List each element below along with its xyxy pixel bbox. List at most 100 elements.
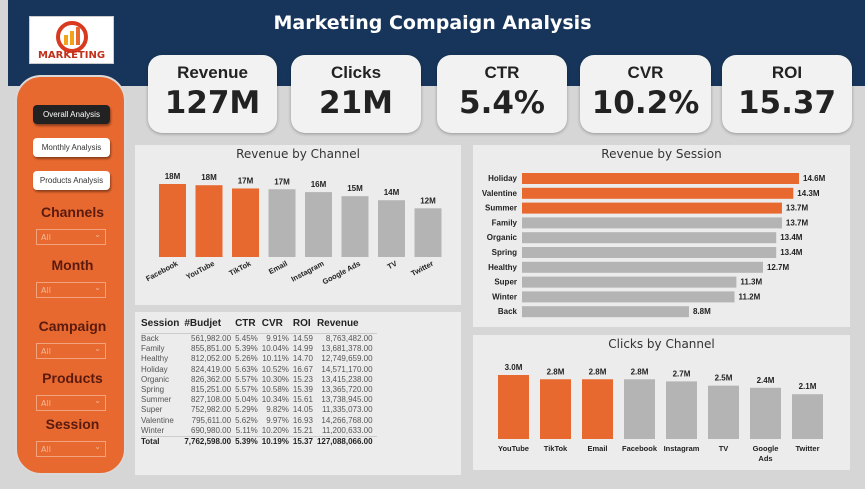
table-row: Healthy 812,052.00 5.26% 10.11% 14.70 12,749,… (141, 354, 377, 364)
table-cell: 10.11% (262, 354, 289, 364)
bar-instagram (666, 381, 697, 439)
nav-products-analysis[interactable]: Products Analysis (33, 171, 110, 190)
column-header[interactable]: CVR (261, 318, 293, 334)
nav-overall-analysis[interactable]: Overall Analysis (33, 105, 110, 124)
category-label: Ads (758, 454, 772, 463)
data-label: 18M (201, 173, 217, 182)
bar-spring (522, 247, 777, 258)
revenue-by-session-panel: Revenue by Session Holiday 14.6M Valentine… (473, 145, 850, 327)
table-cell: Family (141, 344, 165, 354)
kpi-value: 127M (164, 85, 261, 121)
kpi-value: 5.4% (459, 85, 545, 121)
filter-label-session: Session (45, 416, 100, 432)
category-label: Facebook (144, 258, 180, 283)
table-cell: 10.58% (261, 385, 289, 395)
campaign-dropdown[interactable]: All ⌄ (36, 343, 106, 359)
table-cell: 5.26% (235, 354, 258, 364)
table-cell: 7,762,598.00 (184, 436, 236, 448)
dropdown-value: All (41, 399, 51, 408)
chart-title: Revenue by Session (601, 147, 722, 161)
bar-email (268, 189, 296, 257)
category-label: Instagram (664, 444, 700, 453)
category-label: Spring (492, 248, 517, 257)
category-label: Valentine (482, 189, 518, 198)
bar-summer (522, 202, 782, 214)
table-cell: Super (141, 405, 163, 415)
column-header[interactable]: ROI (292, 318, 317, 334)
dropdown-value: All (41, 233, 51, 242)
data-label: 8.8M (693, 307, 711, 316)
kpi-label: CTR (484, 63, 520, 82)
table-cell: 815,251.00 (191, 385, 232, 395)
chevron-down-icon: ⌄ (94, 442, 101, 451)
table-cell: 8,763,482.00 (325, 334, 373, 343)
channels-dropdown[interactable]: All ⌄ (36, 229, 106, 245)
clicks-by-channel-chart: 3.0M YouTube 2.8M TikTok 2.8M Email 2.8M Facebo… (498, 363, 823, 463)
table-row: Back 561,982.00 5.45% 9.91% 14.59 8,763,482.0… (141, 334, 377, 345)
bar-winter (522, 291, 735, 303)
bar-twitter (414, 208, 442, 257)
table-cell: 812,052.00 (191, 354, 232, 364)
category-label: Winter (492, 292, 517, 301)
column-header[interactable]: #Budjet (184, 318, 236, 334)
category-label: TV (386, 259, 399, 271)
session-dropdown[interactable]: All ⌄ (36, 441, 106, 457)
bar-super (522, 276, 737, 288)
data-label: 2.8M (589, 367, 607, 376)
data-label: 14.6M (803, 174, 826, 183)
category-label: Holiday (488, 174, 517, 183)
table-row: Holiday 824,419.00 5.63% 10.52% 16.67 14,571,… (141, 365, 377, 375)
bar-tv (378, 200, 405, 257)
column-header[interactable]: Revenue (316, 318, 377, 334)
table-cell: 13,738,945.00 (321, 395, 373, 405)
table-cell: 14.05 (292, 405, 313, 415)
revenue-by-channel-chart: 18M Facebook 18M YouTube 17M TikTok 17M Email 16… (144, 172, 442, 286)
bar-valentine (522, 187, 794, 199)
category-label: Google (753, 444, 779, 453)
data-label: 17M (238, 176, 254, 185)
table-cell: Organic (141, 374, 170, 384)
month-dropdown[interactable]: All ⌄ (36, 282, 106, 298)
data-label: 2.5M (715, 374, 733, 383)
table-cell: 9.82% (266, 405, 289, 415)
data-label: 13.7M (786, 204, 809, 213)
kpi-revenue: Revenue 127M (148, 55, 277, 133)
column-header[interactable]: Session (141, 318, 185, 334)
chart-title: Revenue by Channel (236, 147, 360, 161)
session-table: Session #Budjet CTR CVR ROI Revenue Back 561,98… (141, 318, 377, 448)
category-label: Instagram (290, 259, 326, 284)
table-cell: 10.52% (261, 364, 289, 374)
table-cell: 826,362.00 (191, 374, 232, 384)
nav-monthly-analysis[interactable]: Monthly Analysis (33, 138, 110, 157)
bar-instagram (305, 192, 332, 257)
products-dropdown[interactable]: All ⌄ (36, 395, 106, 411)
table-cell: 127,088,066.00 (316, 436, 377, 448)
table-cell: 14.70 (292, 354, 313, 364)
category-label: Email (267, 259, 289, 276)
kpi-ctr: CTR 5.4% (437, 55, 567, 133)
table-cell: 14,571,170.00 (321, 364, 373, 374)
category-label: TikTok (227, 258, 253, 277)
table-cell: 5.29% (235, 405, 258, 415)
kpi-label: Revenue (177, 63, 248, 82)
data-label: 2.1M (799, 382, 817, 391)
data-label: 12M (420, 196, 436, 205)
kpi-label: ROI (771, 63, 803, 82)
category-label: TikTok (544, 444, 568, 453)
table-row: Summer 827,108.00 5.04% 10.34% 15.61 13,738,9… (141, 395, 377, 405)
filter-label-products: Products (42, 370, 103, 386)
table-row: Valentine 795,611.00 5.62% 9.97% 16.93 14,266… (141, 416, 377, 426)
category-label: Facebook (622, 444, 658, 453)
bar-youtube (498, 375, 529, 439)
table-cell: 14.99 (292, 344, 313, 354)
page-title: Marketing Compaign Analysis (273, 12, 592, 34)
column-header[interactable]: CTR (235, 318, 262, 334)
dropdown-value: All (41, 445, 51, 454)
table-cell: 5.45% (235, 334, 258, 343)
logo-chart-icon (56, 21, 88, 53)
bar-tv (708, 385, 739, 439)
data-label: 16M (311, 180, 327, 189)
dropdown-value: All (41, 347, 51, 356)
bar-google-ads (341, 196, 369, 257)
table-row: Spring 815,251.00 5.57% 10.58% 15.39 13,365,7… (141, 385, 377, 395)
